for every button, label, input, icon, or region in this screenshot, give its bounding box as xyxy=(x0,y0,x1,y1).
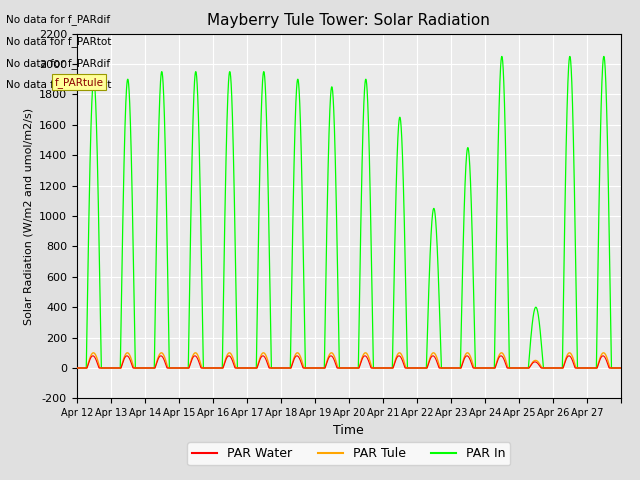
Legend: PAR Water, PAR Tule, PAR In: PAR Water, PAR Tule, PAR In xyxy=(188,442,510,465)
X-axis label: Time: Time xyxy=(333,424,364,437)
Y-axis label: Solar Radiation (W/m2 and umol/m2/s): Solar Radiation (W/m2 and umol/m2/s) xyxy=(23,108,33,324)
Title: Mayberry Tule Tower: Solar Radiation: Mayberry Tule Tower: Solar Radiation xyxy=(207,13,490,28)
Text: No data for f_PARtot: No data for f_PARtot xyxy=(6,79,112,90)
Text: f_PARtule: f_PARtule xyxy=(54,77,104,88)
Text: No data for f_PARdif: No data for f_PARdif xyxy=(6,14,111,25)
Text: No data for f_PARdif: No data for f_PARdif xyxy=(6,58,111,69)
Text: No data for f_PARtot: No data for f_PARtot xyxy=(6,36,112,47)
